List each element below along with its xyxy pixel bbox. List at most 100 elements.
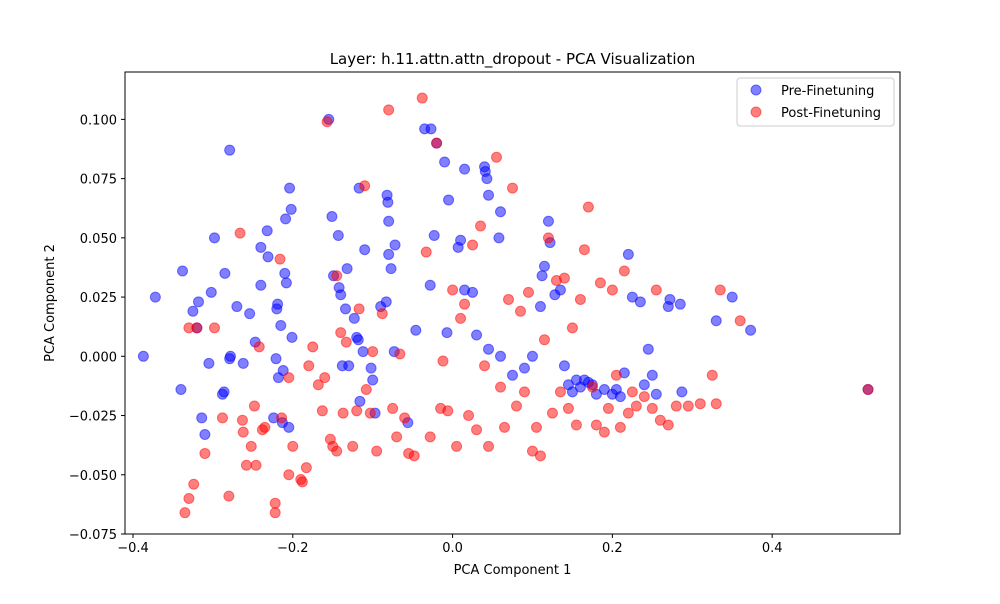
data-point [399, 412, 411, 424]
data-point [526, 350, 538, 362]
data-point [614, 391, 626, 403]
data-point [534, 301, 546, 313]
data-point [606, 284, 618, 296]
data-point [340, 336, 352, 348]
data-point [337, 407, 349, 419]
data-point [234, 227, 246, 239]
data-point [208, 232, 220, 244]
data-point [650, 388, 662, 400]
data-point [284, 182, 296, 194]
data-point [236, 414, 248, 426]
data-point [389, 239, 401, 251]
data-point [216, 412, 228, 424]
data-point [510, 400, 522, 412]
x-tick-label: 0.2 [602, 541, 623, 556]
data-point [332, 229, 344, 241]
data-point [307, 341, 319, 353]
data-point [274, 253, 286, 265]
y-tick-label: 0.050 [80, 232, 117, 247]
data-point [507, 369, 518, 381]
data-point [634, 296, 646, 308]
data-point [137, 350, 149, 362]
data-point [554, 284, 566, 296]
data-point [602, 402, 614, 414]
data-point [455, 312, 467, 324]
x-tick-label: 0.0 [442, 541, 463, 556]
data-point [558, 360, 570, 372]
data-point [554, 386, 566, 398]
data-point [376, 308, 388, 320]
y-axis-label: PCA Component 2 [43, 244, 58, 362]
data-point [312, 379, 324, 391]
data-point [442, 405, 454, 417]
data-point [734, 315, 746, 327]
y-tick-label: −0.075 [69, 528, 117, 543]
data-point [463, 410, 475, 422]
data-point [483, 440, 495, 452]
data-point [481, 173, 493, 185]
data-point [283, 372, 295, 384]
data-point [574, 293, 586, 305]
data-point [598, 426, 610, 438]
data-point [493, 232, 505, 244]
data-point [262, 251, 274, 263]
data-point [275, 320, 287, 332]
data-point [348, 312, 360, 324]
data-point [347, 440, 359, 452]
data-point [710, 315, 722, 327]
y-tick-label: 0.000 [80, 350, 117, 365]
legend: Pre-Finetuning Post-Finetuning [736, 77, 895, 127]
data-point [594, 277, 606, 289]
data-point [280, 277, 292, 289]
data-point [598, 383, 610, 395]
y-tick-label: 0.100 [80, 113, 117, 128]
data-point [219, 267, 231, 279]
data-point [331, 445, 343, 457]
data-point [335, 327, 347, 339]
data-point [638, 379, 650, 391]
data-point [272, 298, 284, 310]
data-point [471, 329, 483, 341]
data-point [530, 421, 542, 433]
data-point [248, 400, 260, 412]
chart-title: Layer: h.11.attn.attn_dropout - PCA Visu… [330, 50, 696, 69]
data-point [566, 386, 578, 398]
data-point [183, 322, 195, 334]
data-point [483, 343, 495, 355]
data-point [360, 383, 372, 395]
legend-marker-post-finetuning [750, 106, 762, 118]
data-point [662, 419, 674, 431]
data-point [610, 369, 622, 381]
data-point [447, 284, 459, 296]
data-point [471, 424, 483, 436]
data-point [726, 291, 738, 303]
data-point [380, 296, 392, 308]
data-point [676, 386, 688, 398]
data-point [383, 104, 395, 116]
data-point [367, 374, 379, 386]
data-point [218, 386, 230, 398]
data-point [495, 381, 507, 393]
data-point [706, 369, 718, 381]
data-point [354, 395, 366, 407]
data-point [343, 360, 355, 372]
data-point [188, 478, 200, 490]
plot-points [137, 92, 874, 519]
legend-box [736, 77, 895, 127]
data-point [642, 343, 654, 355]
data-point [279, 267, 291, 279]
data-point [331, 270, 343, 282]
data-point [546, 407, 558, 419]
data-point [340, 303, 352, 315]
data-point [483, 189, 495, 201]
data-point [276, 412, 288, 424]
data-point [261, 225, 273, 237]
data-point [626, 291, 638, 303]
data-point [455, 234, 467, 246]
data-point [371, 445, 383, 457]
data-point [646, 369, 658, 381]
data-point [526, 445, 538, 457]
data-point [467, 239, 479, 251]
data-point [622, 407, 634, 419]
